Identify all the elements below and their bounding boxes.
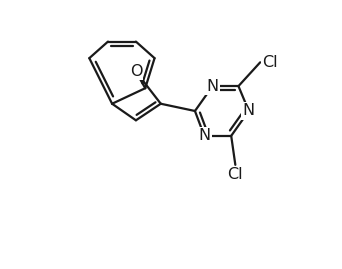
Text: N: N (198, 128, 210, 143)
Text: N: N (243, 104, 255, 118)
Text: N: N (207, 79, 219, 94)
Text: Cl: Cl (262, 55, 278, 70)
Text: O: O (130, 64, 142, 79)
Text: Cl: Cl (227, 167, 243, 182)
